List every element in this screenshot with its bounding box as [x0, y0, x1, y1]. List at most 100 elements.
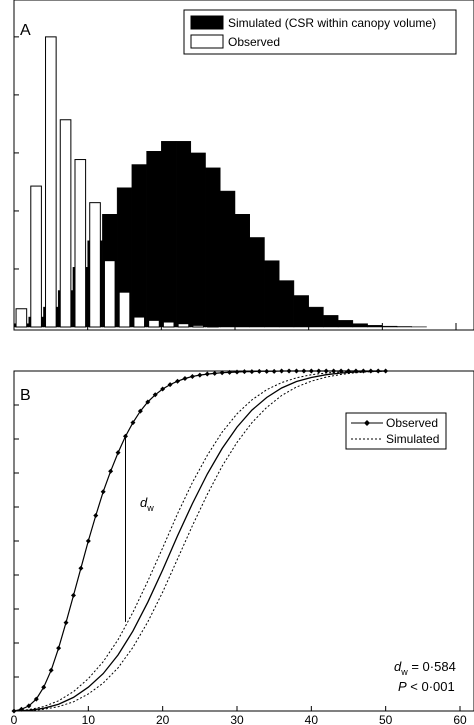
legend-simulated-label: Simulated (CSR within canopy volume): [228, 16, 436, 30]
observed-point: [249, 369, 255, 375]
simulated-bar: [382, 325, 398, 328]
panel-a-frame: [13, 0, 474, 331]
simulated-bar: [161, 141, 177, 328]
legend-b-simulated-label: Simulated: [386, 432, 439, 446]
simulated-bar: [278, 280, 295, 328]
observed-bar: [133, 316, 146, 328]
observed-point: [189, 373, 195, 379]
observed-bar: [74, 159, 87, 328]
simulated-bar: [264, 260, 280, 328]
observed-point: [368, 368, 374, 374]
panel-a-x-ticks: [13, 323, 457, 330]
x-tick-label: 60: [453, 713, 467, 725]
simulated-bar: [323, 315, 339, 328]
observed-point: [18, 706, 24, 712]
observed-bar: [45, 36, 57, 328]
observed-point: [256, 368, 262, 374]
observed-point: [204, 371, 210, 377]
simulated-bar: [293, 295, 309, 328]
simulated-bar: [190, 152, 206, 328]
simulated-bar: [205, 167, 221, 328]
simulated-lower-line: [13, 370, 386, 712]
x-tick-label: 50: [379, 713, 393, 725]
simulated-bar: [249, 237, 265, 328]
observed-point: [286, 368, 292, 374]
observed-point: [56, 645, 62, 651]
legend-b-observed-label: Observed: [386, 416, 438, 430]
observed-point: [323, 368, 329, 374]
x-tick-label: 0: [11, 713, 18, 725]
observed-point: [93, 513, 99, 518]
observed-bar: [192, 324, 204, 328]
observed-point: [353, 368, 359, 374]
legend-a-box: [183, 9, 457, 55]
x-tick-label: 20: [156, 713, 170, 725]
observed-point: [227, 369, 233, 375]
panel-a: A Simulated (CSR within canopy volume) O…: [13, 0, 474, 331]
observed-point: [145, 399, 151, 405]
observed-point: [271, 368, 277, 374]
observed-line: [13, 370, 386, 712]
observed-point: [167, 382, 173, 388]
stat-p: P < 0·001: [398, 679, 455, 694]
observed-point: [279, 368, 285, 374]
panel-b-legend: Observed Simulated: [345, 412, 447, 450]
observed-point: [33, 696, 39, 702]
panel-b-label: B: [20, 387, 31, 404]
simulated-upper-line: [13, 370, 386, 712]
observed-point: [115, 450, 121, 456]
observed-point: [137, 408, 143, 414]
simulated-bar: [352, 323, 368, 328]
observed-point: [346, 368, 351, 374]
panel-a-legend: Simulated (CSR within canopy volume) Obs…: [183, 9, 457, 55]
observed-bar: [118, 291, 131, 328]
observed-bar: [15, 308, 28, 328]
observed-point: [63, 620, 69, 626]
observed-point: [48, 667, 54, 673]
observed-point: [85, 538, 91, 544]
observed-point: [212, 370, 218, 376]
observed-bar: [207, 325, 219, 328]
observed-bar: [162, 321, 175, 328]
observed-point: [108, 468, 114, 474]
observed-bar: [103, 260, 116, 328]
observed-bar: [89, 202, 101, 328]
observed-point: [197, 372, 203, 378]
panel-a-bars: [13, 36, 427, 328]
simulated-bar: [131, 164, 147, 328]
observed-point: [175, 378, 181, 384]
observed-point: [383, 368, 389, 374]
x-tick-label: 30: [230, 713, 244, 725]
observed-bar: [177, 323, 190, 328]
legend-simulated-swatch: [190, 15, 224, 30]
observed-point: [152, 392, 158, 398]
x-tick-label: 10: [82, 713, 96, 725]
simulated-bar: [220, 190, 236, 328]
observed-point: [26, 703, 32, 709]
observed-point: [234, 369, 240, 375]
simulated-bar: [234, 214, 250, 328]
panel-a-label: A: [20, 22, 31, 39]
simulated-bar: [175, 141, 192, 328]
dw-marker-label: dw: [140, 495, 154, 513]
observed-point: [130, 420, 136, 426]
observed-point: [70, 592, 76, 598]
observed-point: [160, 386, 166, 392]
observed-bar: [148, 319, 160, 328]
observed-point: [78, 565, 84, 571]
panel-b: B 0 10 20 30 40 50 60 dw Observed Simulated dw…: [11, 368, 474, 725]
legend-observed-label: Observed: [228, 35, 280, 49]
observed-bar: [30, 185, 42, 328]
simulated-bar: [146, 151, 162, 328]
observed-point: [219, 370, 225, 376]
simulated-bar: [367, 325, 383, 328]
simulated-bar: [308, 306, 324, 328]
observed-point: [264, 368, 270, 374]
observed-point: [100, 489, 106, 495]
observed-point: [316, 368, 322, 374]
legend-observed-swatch: [190, 34, 224, 49]
legend-observed-marker: [364, 420, 370, 426]
panel-b-x-ticks: 0 10 20 30 40 50 60: [11, 706, 467, 725]
observed-point: [241, 369, 247, 375]
